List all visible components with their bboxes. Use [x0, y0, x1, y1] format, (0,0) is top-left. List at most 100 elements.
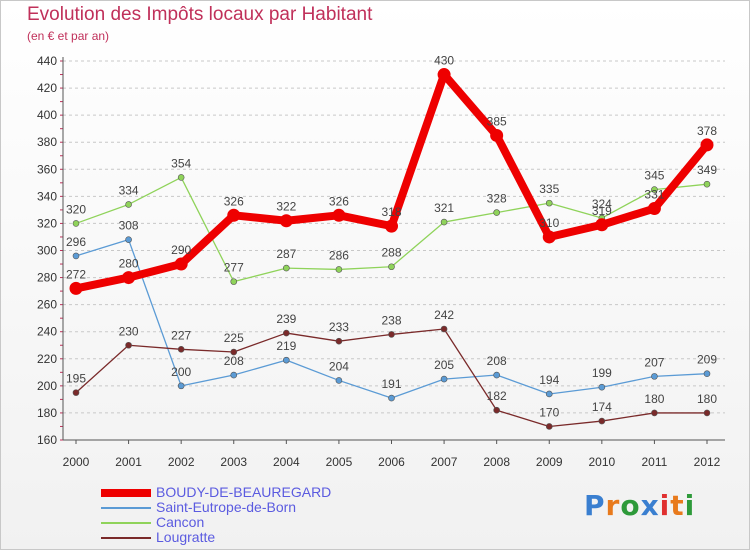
y-tick-label: 320: [37, 216, 57, 230]
data-point: [542, 230, 556, 244]
data-point: [177, 382, 185, 390]
data-label: 290: [171, 243, 191, 257]
legend-label: Cancon: [156, 514, 205, 530]
data-label: 209: [697, 353, 717, 367]
data-point: [545, 423, 553, 430]
y-tick-label: 440: [37, 54, 57, 68]
y-tick-label: 300: [37, 244, 57, 258]
data-label: 319: [592, 204, 612, 218]
data-point: [283, 356, 290, 364]
data-label: 242: [434, 308, 454, 322]
y-tick-label: 420: [37, 81, 57, 95]
data-label: 287: [276, 247, 296, 261]
data-point: [440, 218, 448, 226]
data-label: 180: [697, 392, 717, 406]
data-point: [700, 138, 714, 152]
data-point: [72, 252, 80, 260]
logo-letter: P: [584, 489, 606, 522]
x-tick-label: 2002: [168, 455, 195, 469]
data-point: [388, 331, 395, 338]
data-point: [174, 257, 188, 271]
data-point: [595, 218, 609, 232]
data-label: 194: [539, 373, 559, 387]
data-point: [227, 208, 241, 222]
data-point: [335, 377, 343, 384]
y-tick-label: 280: [37, 271, 57, 285]
data-label: 219: [276, 339, 296, 353]
data-label: 200: [171, 365, 191, 379]
logo-letter: t: [670, 489, 685, 522]
data-point: [388, 263, 395, 271]
data-point: [125, 201, 132, 208]
logo-letter: r: [605, 489, 621, 522]
data-point: [230, 371, 238, 379]
data-point: [651, 373, 658, 380]
data-point: [335, 337, 343, 345]
data-label: 334: [119, 183, 139, 197]
y-tick-label: 200: [37, 379, 57, 393]
data-label: 308: [119, 219, 139, 233]
data-point: [388, 394, 395, 402]
y-tick-label: 160: [37, 433, 57, 447]
data-point: [437, 68, 451, 82]
y-tick-label: 180: [37, 406, 57, 420]
data-label: 318: [381, 205, 401, 219]
data-label: 207: [644, 355, 664, 369]
data-label: 385: [487, 114, 507, 128]
legend-swatch: [101, 489, 151, 497]
y-tick-label: 400: [37, 108, 57, 122]
data-point: [335, 266, 343, 273]
data-point: [651, 409, 658, 417]
x-tick-label: 2011: [642, 455, 668, 469]
data-label: 286: [329, 248, 349, 262]
data-point: [545, 390, 553, 398]
data-label: 233: [329, 320, 349, 334]
data-label: 354: [171, 156, 191, 170]
data-point: [651, 186, 658, 193]
data-label: 205: [434, 358, 454, 372]
data-label: 430: [434, 54, 454, 68]
data-point: [493, 406, 500, 414]
data-point: [598, 417, 606, 425]
x-tick-label: 2006: [378, 455, 405, 469]
data-label: 225: [224, 331, 244, 345]
legend-label: BOUDY-DE-BEAUREGARD: [156, 484, 332, 500]
data-label: 208: [224, 354, 244, 368]
y-tick-label: 240: [37, 325, 57, 339]
x-tick-label: 2001: [115, 455, 142, 469]
data-label: 322: [276, 200, 296, 214]
data-label: 170: [539, 405, 559, 419]
x-tick-label: 2000: [63, 455, 90, 469]
data-label: 335: [539, 182, 559, 196]
data-label: 345: [644, 169, 664, 183]
logo-letter: i: [659, 489, 671, 522]
x-tick-label: 2009: [536, 455, 563, 469]
data-point: [647, 202, 661, 216]
x-tick-label: 2012: [694, 455, 721, 469]
x-tick-label: 2005: [326, 455, 353, 469]
data-label: 174: [592, 400, 612, 414]
data-point: [440, 325, 448, 333]
data-label: 310: [539, 216, 559, 230]
data-point: [125, 236, 132, 243]
data-label: 239: [276, 312, 296, 326]
data-label: 331: [644, 188, 664, 202]
data-point: [703, 180, 711, 188]
data-point: [598, 383, 606, 391]
legend-label: Lougratte: [156, 529, 216, 545]
data-label: 326: [329, 194, 349, 208]
data-point: [332, 208, 346, 222]
data-point: [493, 371, 500, 379]
data-label: 277: [224, 261, 244, 275]
data-label: 199: [592, 366, 612, 380]
data-label: 272: [66, 267, 86, 281]
data-label: 204: [329, 359, 349, 373]
data-point: [72, 220, 80, 227]
data-label: 182: [487, 389, 507, 403]
data-label: 280: [119, 257, 139, 271]
data-point: [279, 214, 293, 228]
data-label: 238: [381, 313, 401, 327]
logo-letter: i: [684, 489, 696, 522]
data-point: [125, 341, 132, 349]
